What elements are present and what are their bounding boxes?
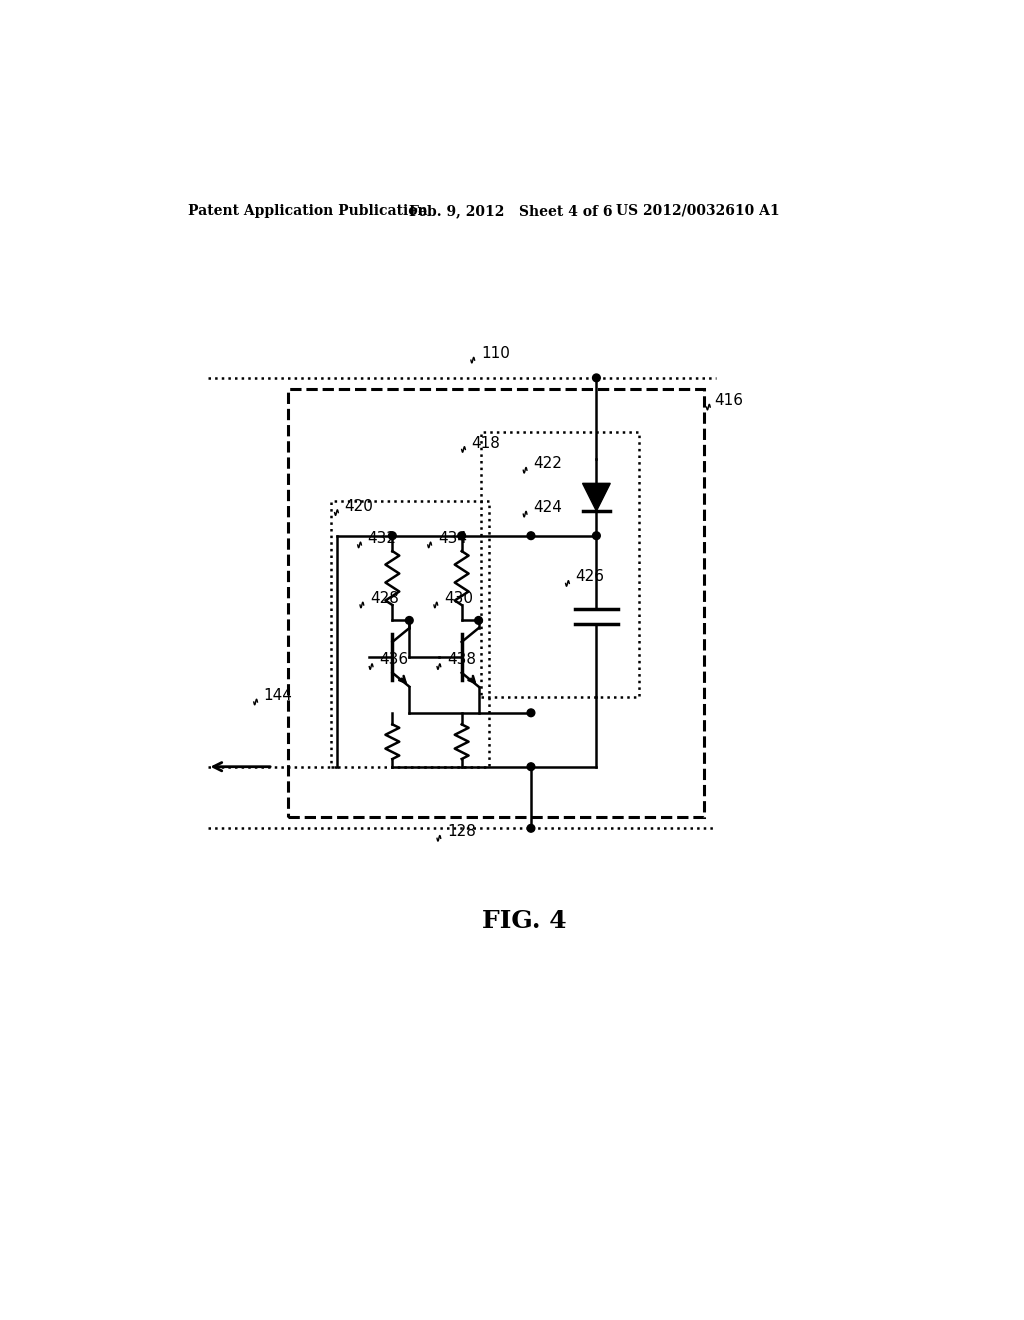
Text: 426: 426 xyxy=(575,569,604,583)
Text: Patent Application Publication: Patent Application Publication xyxy=(188,203,428,218)
Bar xyxy=(331,502,488,767)
Circle shape xyxy=(593,374,600,381)
Circle shape xyxy=(527,825,535,832)
Text: 436: 436 xyxy=(379,652,409,667)
Text: 128: 128 xyxy=(447,824,476,840)
Text: 420: 420 xyxy=(345,499,374,513)
Polygon shape xyxy=(583,483,610,511)
Text: Feb. 9, 2012   Sheet 4 of 6: Feb. 9, 2012 Sheet 4 of 6 xyxy=(410,203,612,218)
Bar xyxy=(481,432,639,697)
Text: 432: 432 xyxy=(368,531,396,545)
Text: FIG. 4: FIG. 4 xyxy=(482,908,567,933)
Text: 438: 438 xyxy=(447,652,476,667)
Text: 434: 434 xyxy=(438,531,467,545)
Text: US 2012/0032610 A1: US 2012/0032610 A1 xyxy=(615,203,779,218)
Text: 428: 428 xyxy=(370,591,399,606)
Text: 418: 418 xyxy=(472,436,501,451)
Circle shape xyxy=(388,532,396,540)
Circle shape xyxy=(475,616,482,624)
Text: 416: 416 xyxy=(714,393,743,408)
Circle shape xyxy=(406,616,413,624)
Bar xyxy=(289,389,705,817)
Text: 110: 110 xyxy=(481,346,510,360)
Text: 430: 430 xyxy=(444,591,473,606)
Circle shape xyxy=(458,532,466,540)
Text: 422: 422 xyxy=(534,455,562,471)
Circle shape xyxy=(527,763,535,771)
Circle shape xyxy=(527,532,535,540)
Circle shape xyxy=(527,709,535,717)
Text: 144: 144 xyxy=(264,688,293,702)
Text: 424: 424 xyxy=(534,500,562,516)
Circle shape xyxy=(593,532,600,540)
